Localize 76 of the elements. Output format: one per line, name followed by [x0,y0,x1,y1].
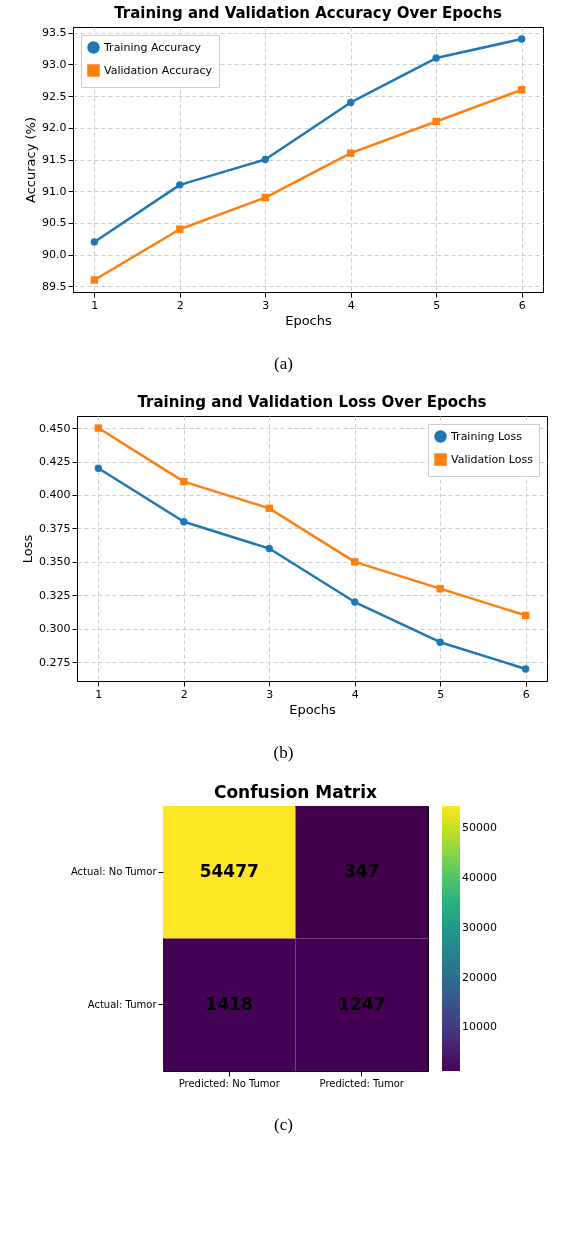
x-tick-label: 2 [176,298,184,312]
text: (b) [273,743,294,763]
y-axis-title: Accuracy (%) [23,117,39,203]
y-tick-label: 0.425 [38,455,70,469]
x-tick-label: 4 [347,298,355,312]
data-label: 54477 [199,861,259,882]
chart-title: Training and Validation Accuracy Over Epochs [114,3,502,22]
point [176,181,184,189]
color-bar-label: 50000 [462,821,497,835]
y-tick-label: Actual: Tumor [87,998,158,1010]
point [350,558,358,566]
y-tick-label: 93.0 [42,57,67,71]
y-tick-label: 0.450 [38,421,70,435]
data-label: 1418 [205,993,253,1014]
point [517,35,526,43]
x-tick-label: 5 [436,687,444,701]
y-tick-label: 0.350 [38,555,70,569]
point [521,665,529,673]
chart-title: Training and Validation Loss Over Epochs [136,393,487,411]
point [435,584,444,593]
point [90,238,99,246]
y-tick-label: Actual: No Tumor [70,866,158,878]
x-tick-label: Predicted: No Tumor [178,1077,281,1089]
x-tick-label: 1 [91,298,99,312]
chart-title: Confusion Matrix [213,782,378,802]
x-tick-label: 4 [351,687,359,701]
x-tick-label: 1 [94,687,102,701]
point [432,117,440,126]
y-tick-label: 91.0 [42,184,67,198]
legend-label: Validation Loss [450,452,533,466]
x-tick-label: 6 [522,687,530,701]
x-tick-label: 3 [265,687,273,701]
y-tick-label: 89.5 [42,279,67,293]
data-label: 1247 [338,993,386,1014]
point [179,518,188,526]
y-tick-label: 91.5 [42,153,67,166]
color-bar-label: 40000 [462,871,497,885]
point [265,544,273,553]
color-bar-label: 30000 [462,920,497,934]
x-tick-label: 3 [262,298,270,312]
legend-label: Training Accuracy [103,40,202,54]
point [261,155,269,164]
point [176,225,184,233]
y-axis-title: Loss [19,534,35,564]
x-axis-title: Epochs [288,701,336,717]
point [179,477,188,486]
x-tick-label: Predicted: Tumor [319,1077,405,1089]
point [432,54,440,62]
y-tick-label: 90.5 [42,216,67,230]
point [90,276,99,284]
y-tick-label: 0.375 [38,521,70,535]
x-tick-label: 5 [433,298,441,312]
x-tick-label: 6 [518,298,526,312]
y-tick-label: 93.5 [42,26,67,40]
y-tick-label: 90.0 [42,248,67,262]
y-tick-label: 0.400 [38,488,70,502]
legend-label: Validation Accuracy [104,63,213,77]
y-tick-label: 0.275 [38,655,70,669]
x-tick-label: 2 [180,687,188,701]
point [347,98,355,107]
legend-label: Training Loss [449,429,522,443]
point [94,464,102,472]
color-bar-label: 10000 [462,1020,497,1034]
point [347,149,355,157]
color-bar-label: 20000 [462,970,497,984]
point [350,598,358,606]
y-tick-label: 92.0 [42,121,67,135]
text: (a) [274,354,293,374]
y-tick-label: 92.5 [42,89,67,103]
point [94,424,102,432]
x-axis-title: Epochs [285,312,333,328]
text: (c) [274,1115,293,1135]
point [435,638,444,646]
y-tick-label: 0.300 [38,622,70,636]
data-label: 347 [344,861,380,882]
y-tick-label: 0.325 [38,588,70,602]
